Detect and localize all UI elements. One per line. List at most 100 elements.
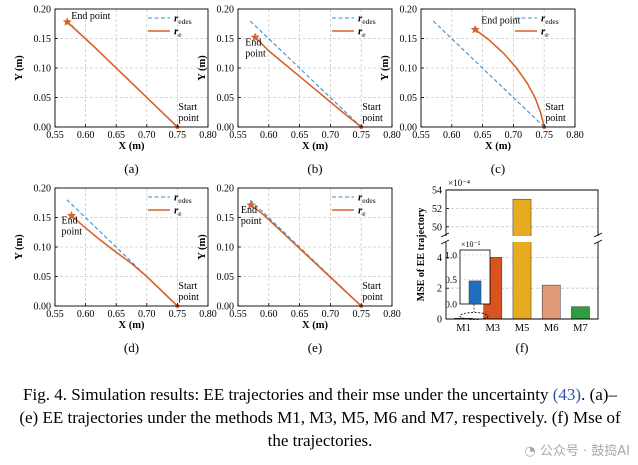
bar-M7 (571, 306, 590, 320)
start-point-label: point (362, 113, 383, 124)
wechat-icon: ◔ (524, 444, 536, 459)
start-point-label: Start (545, 102, 564, 113)
axes-frame-lower (445, 242, 599, 320)
start-point-label: Start (178, 281, 197, 292)
x-tick-label: 0.60 (77, 130, 95, 141)
x-axis-label: X (m) (302, 141, 328, 152)
y-tick-label: 0.15 (34, 34, 52, 45)
x-tick-label: 0.65 (107, 130, 125, 141)
actual-trajectory-line (66, 21, 178, 128)
y-tick-label: 0.05 (400, 93, 418, 104)
x-axis-label: X (m) (302, 320, 328, 331)
x-tick-label: 0.75 (169, 130, 187, 141)
equation-ref-link[interactable]: (43) (552, 385, 582, 404)
axis-break-gap (444, 236, 602, 242)
y-axis-label: Y (m) (197, 55, 208, 81)
legend-symbol: r (174, 13, 179, 25)
legend-desired-label: redes (358, 13, 376, 27)
x-axis-label: X (m) (119, 320, 145, 331)
x-tick-label: 0.75 (352, 309, 370, 320)
legend-actual-label: re (358, 205, 366, 219)
x-tick-label: 0.80 (566, 130, 584, 141)
y-axis-exponent: ×10⁻⁴ (448, 178, 470, 188)
panel-label: (c) (491, 161, 505, 176)
legend-subscript: edes (362, 17, 375, 26)
y-tick-label: 0.15 (217, 34, 235, 45)
y-tick-label: 0.15 (217, 213, 235, 224)
actual-trajectory-line (474, 29, 545, 128)
x-tick-label: 0.65 (474, 130, 492, 141)
x-tick-label: 0.55 (46, 309, 64, 320)
caption-text-2: . (a)–(e) EE trajectories under the meth… (19, 385, 621, 450)
y-tick-label: 52 (432, 204, 442, 215)
desired-trajectory-line (432, 20, 545, 128)
legend-subscript: e (362, 209, 366, 218)
x-tick-label: 0.80 (383, 130, 401, 141)
caption-text: Fig. 4. Simulation results: EE trajector… (23, 385, 553, 404)
x-tick-label: 0.70 (138, 309, 156, 320)
x-tick-label: 0.55 (229, 309, 247, 320)
trajectory-panel-b: 0.55 0.60 0.65 0.70 0.75 0.800.000.050.100.15… (197, 5, 401, 177)
axes-frame-upper (445, 189, 599, 236)
legend-subscript: edes (362, 196, 375, 205)
x-tick-label: 0.70 (322, 309, 340, 320)
y-axis-label: Y (m) (14, 55, 25, 81)
x-tick-label: 0.60 (260, 309, 278, 320)
inset-exponent: ×10⁻⁵ (461, 240, 481, 249)
y-tick-label: 0.20 (34, 5, 52, 16)
panel-label: (b) (307, 161, 322, 176)
legend-actual-label: re (174, 205, 182, 219)
legend-subscript: e (362, 30, 366, 39)
y-tick-label: 54 (432, 186, 442, 197)
axis-break-mark (440, 232, 450, 238)
x-tick-label: 0.65 (291, 130, 309, 141)
end-point-label: End point (481, 16, 520, 27)
legend-desired-label: redes (174, 13, 192, 27)
end-point-star-marker (66, 210, 77, 220)
y-tick-label: 0.15 (34, 213, 52, 224)
inset-y-tick-label: 0.5 (445, 276, 457, 286)
mse-bar-panel-f: M1 M3 M5 M6 M7 0 2 4 50 52 54 ×10⁻⁴ MSE of EE trajec… (416, 178, 603, 355)
y-tick-label: 0.15 (400, 34, 418, 45)
x-tick-label: 0.60 (443, 130, 461, 141)
y-axis-label: Y (m) (197, 234, 208, 260)
y-tick-label: 50 (432, 222, 442, 233)
legend-actual-label: re (174, 26, 182, 40)
start-point-label: Start (178, 102, 197, 113)
zoom-ellipse (459, 312, 489, 320)
x-tick-label: M5 (515, 323, 530, 334)
legend-symbol: r (358, 26, 363, 38)
watermark-text: 公众号 · 鼓捣AI (539, 444, 630, 459)
y-axis-label: Y (m) (380, 55, 391, 81)
trajectory-panel-c: 0.55 0.60 0.65 0.70 0.75 0.800.000.050.100.15… (380, 5, 584, 177)
legend-desired-label: redes (358, 192, 376, 206)
y-axis-label: Y (m) (14, 234, 25, 260)
end-point-label: End point (71, 11, 110, 22)
wechat-watermark: ◔ 公众号 · 鼓捣AI (524, 440, 630, 459)
start-point-label: point (178, 113, 199, 124)
inset-m1-zoom: 0.0 0.5 1.0 ×10⁻⁵ (445, 240, 491, 320)
y-tick-label: 2 (437, 284, 442, 295)
inset-y-tick-label: 1.0 (445, 251, 457, 261)
x-axis-label: X (m) (119, 141, 145, 152)
y-tick-label: 0.05 (34, 272, 52, 283)
y-tick-label: 0.05 (217, 93, 235, 104)
x-tick-label: 0.75 (535, 130, 553, 141)
start-point-label: point (178, 292, 199, 303)
legend-subscript: edes (178, 196, 191, 205)
y-tick-label: 0.00 (217, 123, 235, 134)
panel-label: (e) (308, 340, 322, 355)
trajectory-panel-a: 0.55 0.60 0.65 0.70 0.75 0.80 0.00 0.05 0.10 0.15… (14, 5, 217, 177)
x-tick-label: 0.70 (138, 130, 156, 141)
legend-symbol: r (174, 205, 179, 217)
panel-label: (f) (516, 340, 529, 355)
legend-symbol: r (358, 192, 363, 204)
legend-symbol: r (541, 26, 546, 38)
desired-trajectory-line (249, 20, 362, 128)
y-tick-label: 0.20 (217, 184, 235, 195)
x-tick-label: 0.60 (77, 309, 95, 320)
end-point-label: End (62, 216, 78, 227)
legend-desired-label: redes (174, 192, 192, 206)
legend-symbol: r (358, 205, 363, 217)
y-tick-label: 0.10 (217, 64, 235, 75)
